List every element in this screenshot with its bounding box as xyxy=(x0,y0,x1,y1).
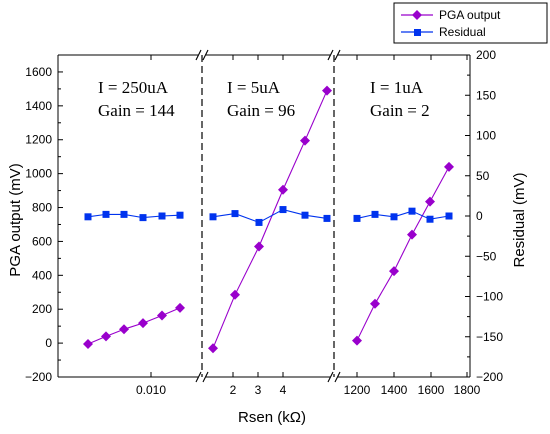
pga-output-point xyxy=(444,161,454,172)
residual-point xyxy=(139,214,147,222)
pga-output-point xyxy=(425,196,435,207)
residual-point xyxy=(231,210,239,218)
segment-annotation-1-line-1: I = 250uA xyxy=(98,78,169,97)
segment-annotation-2-line-2: Gain = 96 xyxy=(227,101,295,120)
axis-break-mark xyxy=(334,371,341,383)
y-right-tick-label: −150 xyxy=(476,330,503,344)
pga-output-line-segment-3 xyxy=(356,166,450,341)
pga-output-point xyxy=(119,324,129,335)
axis-break-mark xyxy=(202,49,209,61)
axis-break-mark xyxy=(195,49,202,61)
axis-break-mark xyxy=(327,371,334,383)
residual-point xyxy=(408,207,416,215)
y-left-tick-label: 1400 xyxy=(25,99,52,113)
pga-output-point xyxy=(300,135,310,146)
x-tick-label: 3 xyxy=(255,383,262,397)
residual-point xyxy=(176,211,184,219)
residual-point xyxy=(158,212,166,220)
x-tick-label: 1800 xyxy=(454,383,481,397)
x-tick-label: 0.010 xyxy=(136,383,166,397)
y-axis-left-title: PGA output (mV) xyxy=(7,163,24,276)
y-right-tick-label: −200 xyxy=(476,370,503,384)
residual-point xyxy=(279,206,287,214)
y-right-tick-label: −100 xyxy=(476,290,503,304)
residual-point xyxy=(255,218,263,226)
series-layer xyxy=(83,85,454,354)
pga-output-point xyxy=(389,266,399,277)
pga-output-point xyxy=(254,241,264,252)
pga-output-point xyxy=(83,338,93,349)
pga-output-point xyxy=(230,289,240,300)
segment-annotation-3-line-1: I = 1uA xyxy=(370,78,424,97)
residual-point xyxy=(371,210,379,218)
y-right-tick-label: 0 xyxy=(476,209,483,223)
legend-residual-square xyxy=(414,29,421,36)
y-left-tick-label: 1200 xyxy=(25,133,52,147)
residual-line-segment-3 xyxy=(356,210,450,220)
pga-output-point xyxy=(322,85,332,96)
y-axis-right-title: Residual (mV) xyxy=(511,172,528,267)
legend: PGA output Residual xyxy=(393,2,548,44)
x-tick-label: 1600 xyxy=(418,383,445,397)
residual-point xyxy=(102,210,110,218)
segment-annotation-2-line-1: I = 5uA xyxy=(227,78,281,97)
axis-break-mark xyxy=(334,49,341,61)
axis-break-mark xyxy=(195,371,202,383)
legend-residual-label: Residual xyxy=(439,25,486,39)
residual-point xyxy=(209,213,217,221)
y-left-tick-label: 400 xyxy=(32,268,52,282)
axis-break-mark xyxy=(327,49,334,61)
residual-point xyxy=(301,211,309,219)
x-tick-label: 4 xyxy=(280,383,287,397)
pga-output-point xyxy=(352,335,362,346)
residual-point xyxy=(84,213,92,221)
segment-annotation-3-line-2: Gain = 2 xyxy=(370,101,430,120)
pga-output-point xyxy=(370,298,380,309)
pga-output-point xyxy=(208,343,218,354)
y-left-tick-label: 600 xyxy=(32,234,52,248)
x-axis-title: Rsen (kΩ) xyxy=(238,409,306,426)
residual-line-segment-1 xyxy=(87,213,181,219)
y-right-tick-label: 150 xyxy=(476,88,496,102)
pga-output-point xyxy=(157,310,167,321)
y-left-tick-label: 1600 xyxy=(25,65,52,79)
legend-pga-label: PGA output xyxy=(439,8,501,22)
y-left-tick-label: 200 xyxy=(32,302,52,316)
x-tick-label: 2 xyxy=(230,383,237,397)
pga-output-point xyxy=(138,318,148,329)
residual-point xyxy=(390,213,398,221)
residual-point xyxy=(323,214,331,222)
y-left-tick-label: 1000 xyxy=(25,167,52,181)
y-right-tick-label: −50 xyxy=(476,249,497,263)
residual-point xyxy=(445,212,453,220)
y-left-tick-label: 800 xyxy=(32,201,52,215)
y-right-tick-label: 50 xyxy=(476,169,490,183)
pga-output-point xyxy=(407,229,417,240)
pga-output-point xyxy=(101,331,111,342)
axis-break-mark xyxy=(202,371,209,383)
residual-point xyxy=(426,215,434,223)
plot-panels: I = 250uA Gain = 144 I = 5uA Gain = 96 I = 1… xyxy=(98,55,430,377)
pga-output-point xyxy=(175,302,185,313)
pga-output-point xyxy=(278,184,288,195)
y-right-tick-label: 100 xyxy=(476,129,496,143)
y-left-tick-label: −200 xyxy=(25,370,52,384)
residual-line-segment-2 xyxy=(212,208,328,224)
segment-annotation-1-line-2: Gain = 144 xyxy=(98,101,175,120)
legend-pga-diamond xyxy=(412,10,422,20)
residual-point xyxy=(353,214,361,222)
pga-output-line-segment-1 xyxy=(87,307,181,345)
y-left-tick-label: 0 xyxy=(45,336,52,350)
x-tick-label: 1200 xyxy=(344,383,371,397)
residual-point xyxy=(120,210,128,218)
x-tick-label: 1400 xyxy=(381,383,408,397)
legend-frame xyxy=(393,2,548,44)
pga-output-line-segment-2 xyxy=(212,90,328,349)
axes-layer: −20002004006008001000120014001600−200−15… xyxy=(25,48,503,397)
y-right-tick-label: 200 xyxy=(476,48,496,62)
